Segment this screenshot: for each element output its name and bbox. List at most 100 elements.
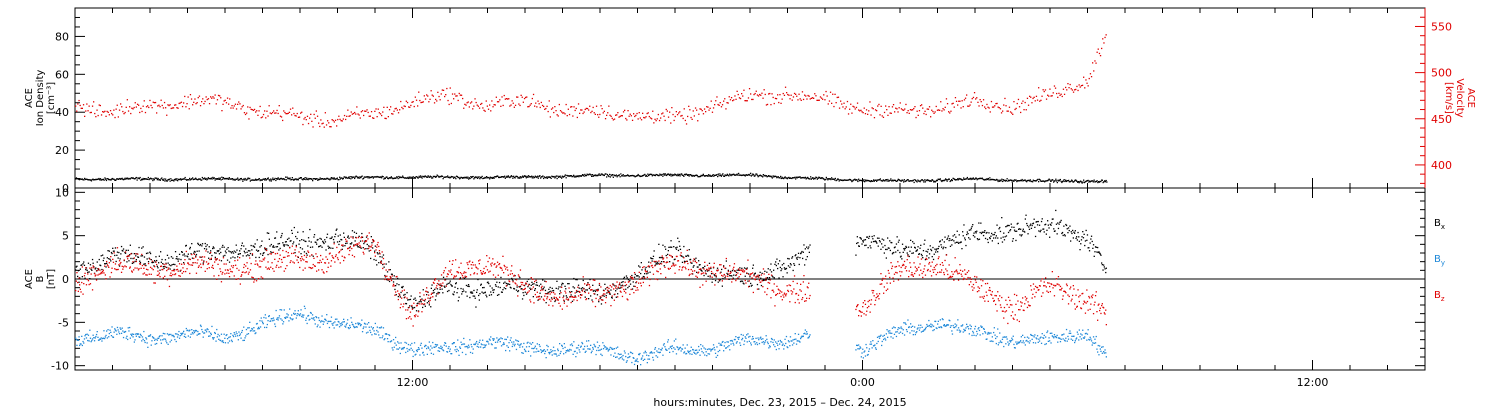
by-point — [602, 342, 603, 343]
density-point — [1038, 181, 1039, 182]
density-point — [1102, 180, 1103, 181]
by-point — [263, 323, 264, 324]
density-point — [337, 178, 338, 179]
by-point — [1095, 342, 1096, 343]
bx-point — [403, 295, 404, 296]
by-point — [922, 327, 923, 328]
bx-point — [242, 255, 243, 256]
bx-point — [371, 236, 372, 237]
by-point — [257, 328, 258, 329]
velocity-point — [572, 115, 573, 116]
by-point — [1003, 346, 1004, 347]
bx-point — [118, 257, 119, 258]
by-point — [886, 333, 887, 334]
velocity-point — [1083, 77, 1084, 78]
bx-point — [178, 258, 179, 259]
bx-point — [641, 262, 642, 263]
bx-point — [465, 291, 466, 292]
by-point — [1057, 342, 1058, 343]
by-point — [1041, 343, 1042, 344]
by-point — [376, 330, 377, 331]
bx-point — [157, 267, 158, 268]
bx-point — [475, 298, 476, 299]
by-point — [885, 339, 886, 340]
velocity-point — [1048, 96, 1049, 97]
by-point — [772, 339, 773, 340]
bx-point — [668, 250, 669, 251]
velocity-point — [316, 110, 317, 111]
by-point — [345, 326, 346, 327]
bx-point — [360, 241, 361, 242]
by-point — [238, 339, 239, 340]
by-point — [421, 343, 422, 344]
density-point — [83, 179, 84, 180]
bx-point — [737, 270, 738, 271]
density-point — [557, 178, 558, 179]
bx-point — [742, 281, 743, 282]
velocity-point — [93, 101, 94, 102]
by-point — [933, 326, 934, 327]
density-point — [924, 179, 925, 180]
density-point — [353, 177, 354, 178]
by-point — [806, 331, 807, 332]
by-point — [865, 344, 866, 345]
by-point — [363, 328, 364, 329]
bx-point — [675, 247, 676, 248]
by-point — [194, 332, 195, 333]
by-point — [271, 318, 272, 319]
bx-point — [701, 271, 702, 272]
by-point — [571, 343, 572, 344]
by-point — [926, 324, 927, 325]
bx-point — [509, 284, 510, 285]
bx-point — [254, 247, 255, 248]
velocity-point — [926, 114, 927, 115]
velocity-point — [705, 111, 706, 112]
by-point — [167, 333, 168, 334]
velocity-point — [802, 91, 803, 92]
velocity-point — [624, 110, 625, 111]
by-point — [136, 336, 137, 337]
by-point — [890, 333, 891, 334]
bx-point — [188, 254, 189, 255]
velocity-point — [326, 124, 327, 125]
density-point — [1060, 179, 1061, 180]
by-point — [83, 342, 84, 343]
by-point — [242, 330, 243, 331]
bx-point — [447, 291, 448, 292]
velocity-point — [182, 106, 183, 107]
bx-point — [177, 258, 178, 259]
by-point — [1000, 340, 1001, 341]
density-point — [1051, 180, 1052, 181]
by-point — [982, 333, 983, 334]
velocity-point — [1054, 85, 1055, 86]
by-point — [496, 337, 497, 338]
velocity-point — [140, 108, 141, 109]
density-point — [863, 180, 864, 181]
bx-point — [105, 266, 106, 267]
by-point — [527, 342, 528, 343]
bx-point — [168, 257, 169, 258]
velocity-point — [671, 107, 672, 108]
by-point — [165, 339, 166, 340]
by-point — [419, 354, 420, 355]
velocity-point — [714, 104, 715, 105]
by-point — [586, 340, 587, 341]
velocity-point — [575, 110, 576, 111]
bx-point — [331, 238, 332, 239]
by-point — [418, 347, 419, 348]
density-point — [188, 179, 189, 180]
by-point — [89, 330, 90, 331]
bx-point — [319, 246, 320, 247]
density-point — [974, 179, 975, 180]
velocity-point — [595, 114, 596, 115]
bx-point — [375, 260, 376, 261]
velocity-point — [630, 114, 631, 115]
velocity-point — [639, 112, 640, 113]
by-point — [107, 337, 108, 338]
by-point — [680, 347, 681, 348]
density-point — [372, 176, 373, 177]
by-point — [658, 348, 659, 349]
velocity-point — [117, 105, 118, 106]
by-point — [798, 334, 799, 335]
velocity-point — [607, 112, 608, 113]
